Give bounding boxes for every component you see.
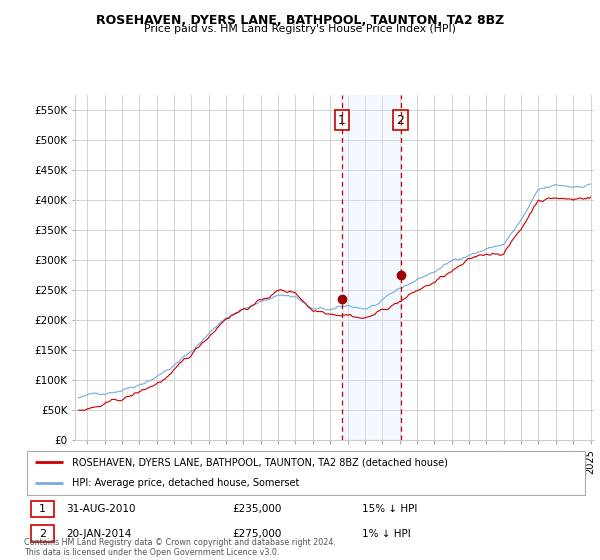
- Text: 15% ↓ HPI: 15% ↓ HPI: [362, 504, 418, 514]
- Text: Contains HM Land Registry data © Crown copyright and database right 2024.
This d: Contains HM Land Registry data © Crown c…: [24, 538, 336, 557]
- Text: 20-JAN-2014: 20-JAN-2014: [66, 529, 131, 539]
- Text: 2: 2: [39, 529, 46, 539]
- Text: 2: 2: [397, 114, 404, 127]
- Text: 1: 1: [338, 114, 346, 127]
- Text: ROSEHAVEN, DYERS LANE, BATHPOOL, TAUNTON, TA2 8BZ (detached house): ROSEHAVEN, DYERS LANE, BATHPOOL, TAUNTON…: [72, 457, 448, 467]
- Text: ROSEHAVEN, DYERS LANE, BATHPOOL, TAUNTON, TA2 8BZ: ROSEHAVEN, DYERS LANE, BATHPOOL, TAUNTON…: [96, 14, 504, 27]
- Text: 1: 1: [39, 504, 46, 514]
- Text: 1% ↓ HPI: 1% ↓ HPI: [362, 529, 411, 539]
- Text: 31-AUG-2010: 31-AUG-2010: [66, 504, 136, 514]
- FancyBboxPatch shape: [31, 525, 55, 542]
- Text: £235,000: £235,000: [233, 504, 282, 514]
- Text: £275,000: £275,000: [233, 529, 282, 539]
- Text: HPI: Average price, detached house, Somerset: HPI: Average price, detached house, Some…: [72, 478, 299, 488]
- Text: Price paid vs. HM Land Registry's House Price Index (HPI): Price paid vs. HM Land Registry's House …: [144, 24, 456, 34]
- FancyBboxPatch shape: [31, 501, 55, 517]
- Bar: [341, 95, 401, 440]
- FancyBboxPatch shape: [27, 451, 585, 494]
